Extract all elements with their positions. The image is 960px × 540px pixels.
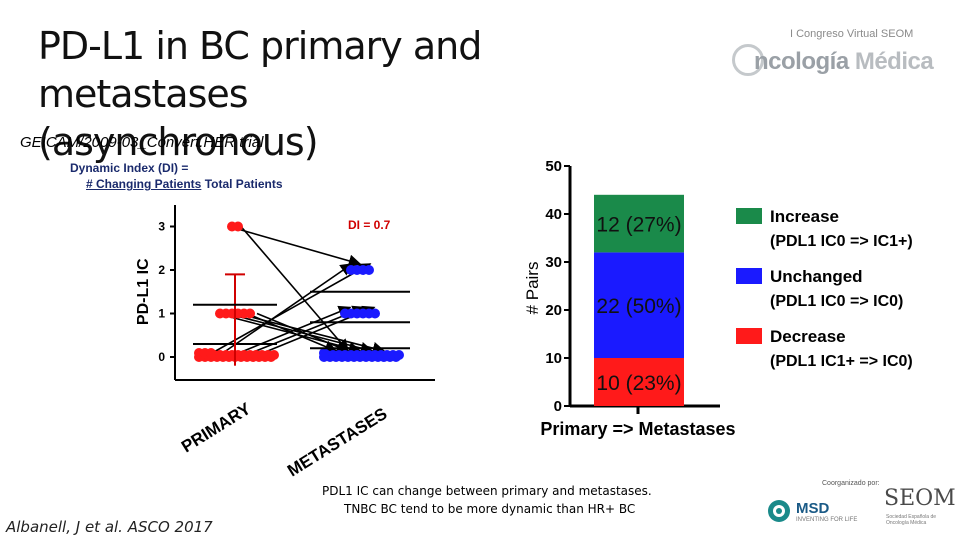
caption-line-2: TNBC BC tend to be more dynamic than HR+… (344, 502, 636, 516)
scatter-y-tick-label: 3 (158, 220, 165, 234)
bar-legend: Increase (PDL1 IC0 => IC1+) Unchanged (PDL1… (736, 207, 913, 370)
legend-detail: (PDL1 IC0 => IC1+) (770, 233, 913, 250)
metastases-dot (394, 350, 404, 360)
metastases-dot (364, 265, 374, 275)
congress-name-b: Médica (854, 48, 934, 75)
bar-segment-label: 10 (23%) (596, 372, 681, 395)
bar-segment-label: 12 (27%) (596, 214, 681, 237)
caption-line-1: PDL1 IC can change between primary and m… (322, 484, 652, 498)
scatter-category-label: PRIMARY (178, 399, 255, 457)
congress-logo-ring-icon (732, 44, 764, 76)
metastases-dot (370, 308, 380, 319)
citation: Albanell, J et al. ASCO 2017 (6, 518, 213, 536)
scatter-marks (193, 221, 410, 366)
scatter-arrow (216, 263, 354, 358)
scatter-arrow (240, 225, 350, 353)
di-denominator: Total Patients (204, 177, 283, 191)
trial-name: GEICAM/2009-03_Convert.HER trial (20, 134, 264, 151)
congress-subtitle: I Congreso Virtual SEOM (790, 28, 914, 40)
seom-tagline: Sociedad Española de Oncología Médica (886, 514, 937, 526)
scatter-chart: 0 1 2 3 PD-L1 IC PRIMARY METASTASES DI = 0.7 (135, 205, 435, 480)
legend-swatch-unchanged (736, 268, 762, 284)
bar-marks: 10 (23%) 22 (50%) 12 (27%) (594, 194, 684, 406)
legend-detail: (PDL1 IC1+ => IC0) (770, 353, 913, 370)
legend-swatch-increase (736, 208, 762, 224)
bar-segment-label: 22 (50%) (596, 295, 681, 318)
bar-y-tick-label: 30 (545, 254, 562, 271)
congress-name-a: ncología (754, 48, 849, 75)
scatter-annotation: DI = 0.7 (348, 218, 391, 232)
scatter-category-label: METASTASES (284, 404, 390, 480)
bar-y-tick-label: 10 (545, 350, 562, 367)
caption: PDL1 IC can change between primary and m… (322, 482, 652, 518)
legend-name: Unchanged (770, 267, 863, 286)
legend-name: Increase (770, 207, 839, 226)
congress-logo: I Congreso Virtual SEOM ncología Médica (730, 20, 950, 90)
primary-dot (269, 350, 279, 360)
scatter-arrow (228, 225, 362, 268)
scatter-y-tick-label: 0 (158, 350, 165, 364)
bar-x-axis-label: Primary => Metastases (540, 419, 735, 439)
legend-swatch-decrease (736, 328, 762, 344)
scatter-y-tick-label: 2 (158, 263, 165, 277)
primary-dot (245, 308, 255, 319)
organizer-label: Coorganizado por: (822, 480, 880, 487)
msd-logo: MSD INVENTING FOR LIFE (766, 496, 866, 526)
legend-detail: (PDL1 IC0 => IC0) (770, 293, 903, 310)
bar-y-tick-label: 20 (545, 302, 562, 319)
di-line-1: Dynamic Index (DI) = (70, 161, 189, 175)
seom-name: SEOM (884, 486, 956, 511)
primary-dot (206, 348, 216, 358)
seom-logo: SEOM Sociedad Española de Oncología Médi… (884, 486, 956, 530)
congress-name: ncología Médica (754, 48, 934, 76)
di-definition: Dynamic Index (DI) = # Changing Patients… (70, 160, 283, 192)
scatter-axes (170, 205, 435, 381)
msd-globe-icon (768, 500, 790, 522)
msd-name: MSD (796, 500, 830, 517)
msd-tagline: INVENTING FOR LIFE (796, 517, 858, 523)
bar-segment-unchanged (594, 252, 684, 358)
scatter-arrow (204, 263, 372, 358)
bar-y-tick-label: 50 (545, 158, 562, 175)
bar-axes: 0 10 20 30 40 50 # Pairs Primary => Metastases (523, 158, 736, 439)
slide-title: PD-L1 in BC primary and metastases (asyn… (38, 22, 698, 166)
legend-name: Decrease (770, 327, 846, 346)
bar-segment-decrease (594, 358, 684, 406)
bar-y-tick-label: 0 (554, 398, 562, 415)
scatter-y-axis-label: PD-L1 IC (135, 258, 152, 325)
di-formula: # Changing Patients Total Patients (70, 176, 283, 192)
bar-y-tick-label: 40 (545, 206, 562, 223)
scatter-y-tick-label: 1 (158, 307, 165, 321)
title-line-1: PD-L1 in BC primary and metastases (38, 24, 482, 116)
di-numerator: # Changing Patients (86, 177, 202, 191)
primary-dot (233, 221, 243, 232)
bar-y-axis-label: # Pairs (523, 262, 542, 315)
bar-segment-increase (594, 194, 684, 253)
scatter-arrow (228, 305, 352, 358)
title-line-2: (asynchronous) (38, 120, 319, 164)
metastases-dot (319, 348, 329, 358)
